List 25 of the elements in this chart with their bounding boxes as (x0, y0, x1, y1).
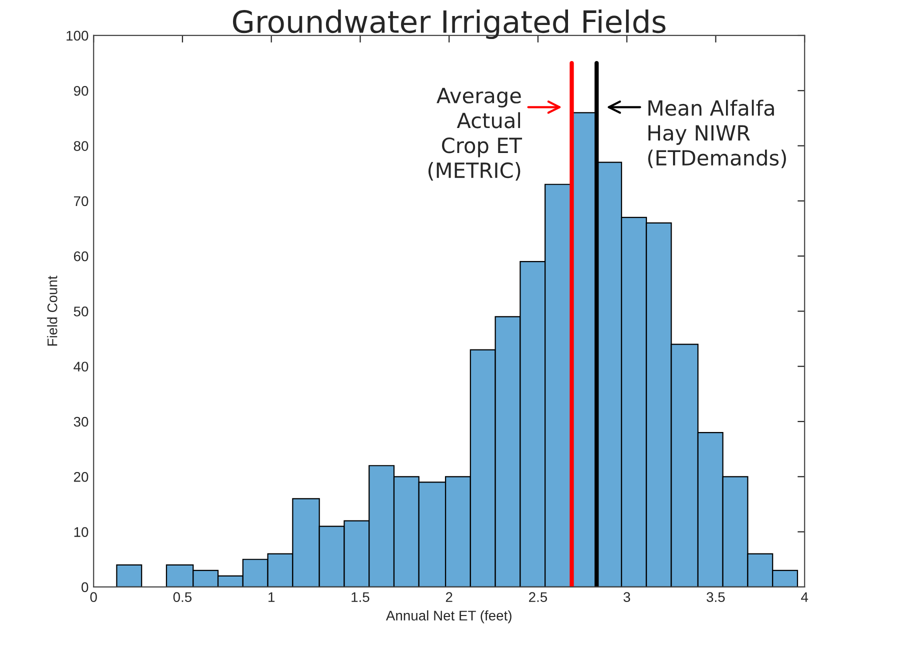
y-tick-label: 60 (74, 251, 88, 262)
ref-line-label: Mean Alfalfa Hay NIWR (ETDemands) (648, 100, 786, 168)
y-tick-label: 20 (74, 472, 88, 482)
y-tick-label: 30 (74, 416, 88, 427)
ref-line-label: Average Actual Crop ET (METRIC) (428, 88, 522, 181)
y-tick-label: 100 (66, 30, 88, 41)
y-tick-label: 50 (74, 306, 88, 316)
y-axis-title: Field Count (47, 276, 58, 346)
y-tick-label: 40 (74, 362, 88, 372)
y-tick-label: 70 (74, 196, 88, 206)
chart-title: Groundwater Irrigated Fields (232, 9, 666, 40)
x-tick-label: 3 (624, 592, 630, 602)
x-axis-title: Annual Net ET (feet) (386, 610, 512, 624)
x-tick-label: 4 (801, 592, 808, 602)
y-tick-label: 90 (74, 86, 88, 96)
y-tick-label: 80 (74, 141, 88, 151)
y-tick-label: 10 (74, 527, 88, 537)
x-tick-label: 3.5 (706, 592, 725, 602)
y-tick-label: 0 (82, 582, 88, 592)
x-tick-label: 2 (446, 592, 452, 602)
x-tick-label: 0.5 (173, 592, 192, 602)
x-tick-label: 1.5 (352, 592, 370, 602)
x-tick-label: 0 (90, 592, 97, 602)
x-tick-label: 2.5 (529, 592, 548, 602)
x-tick-label: 1 (268, 592, 275, 602)
